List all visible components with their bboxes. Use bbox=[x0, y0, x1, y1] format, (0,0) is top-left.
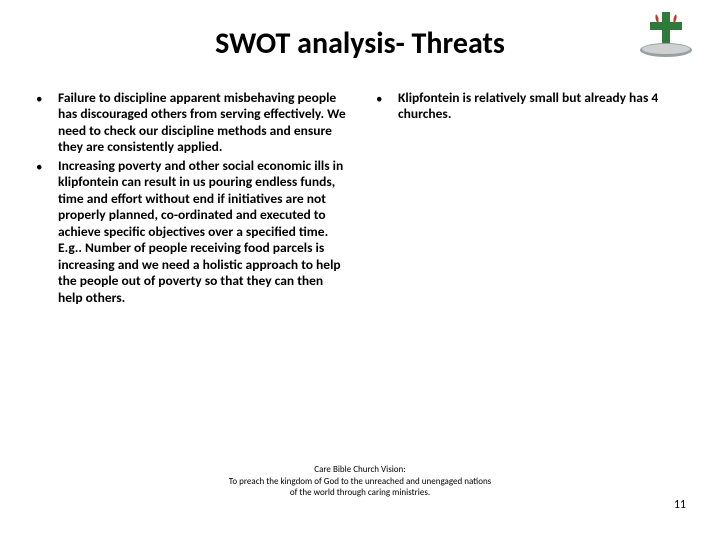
bullet-icon: • bbox=[30, 90, 58, 156]
footer-line: of the world through caring ministries. bbox=[0, 487, 720, 498]
page-number: 11 bbox=[674, 498, 686, 512]
slide: SWOT analysis- Threats • Failure to disc… bbox=[0, 0, 720, 540]
list-item: • Klipfontein is relatively small but al… bbox=[370, 90, 690, 123]
right-column: • Klipfontein is relatively small but al… bbox=[370, 90, 690, 308]
content-columns: • Failure to discipline apparent misbeha… bbox=[30, 90, 690, 308]
slide-title: SWOT analysis- Threats bbox=[30, 25, 690, 62]
church-logo bbox=[636, 8, 696, 62]
bullet-icon: • bbox=[30, 158, 58, 306]
footer-line: Care Bible Church Vision: bbox=[0, 464, 720, 475]
list-item: • Failure to discipline apparent misbeha… bbox=[30, 90, 350, 156]
bullet-text: Failure to discipline apparent misbehavi… bbox=[58, 90, 350, 156]
bullet-text: Increasing poverty and other social econ… bbox=[58, 158, 350, 306]
left-column: • Failure to discipline apparent misbeha… bbox=[30, 90, 350, 308]
list-item: • Increasing poverty and other social ec… bbox=[30, 158, 350, 306]
bullet-text: Klipfontein is relatively small but alre… bbox=[398, 90, 690, 123]
footer-line: To preach the kingdom of God to the unre… bbox=[0, 476, 720, 487]
footer-vision: Care Bible Church Vision: To preach the … bbox=[0, 464, 720, 498]
bullet-icon: • bbox=[370, 90, 398, 123]
